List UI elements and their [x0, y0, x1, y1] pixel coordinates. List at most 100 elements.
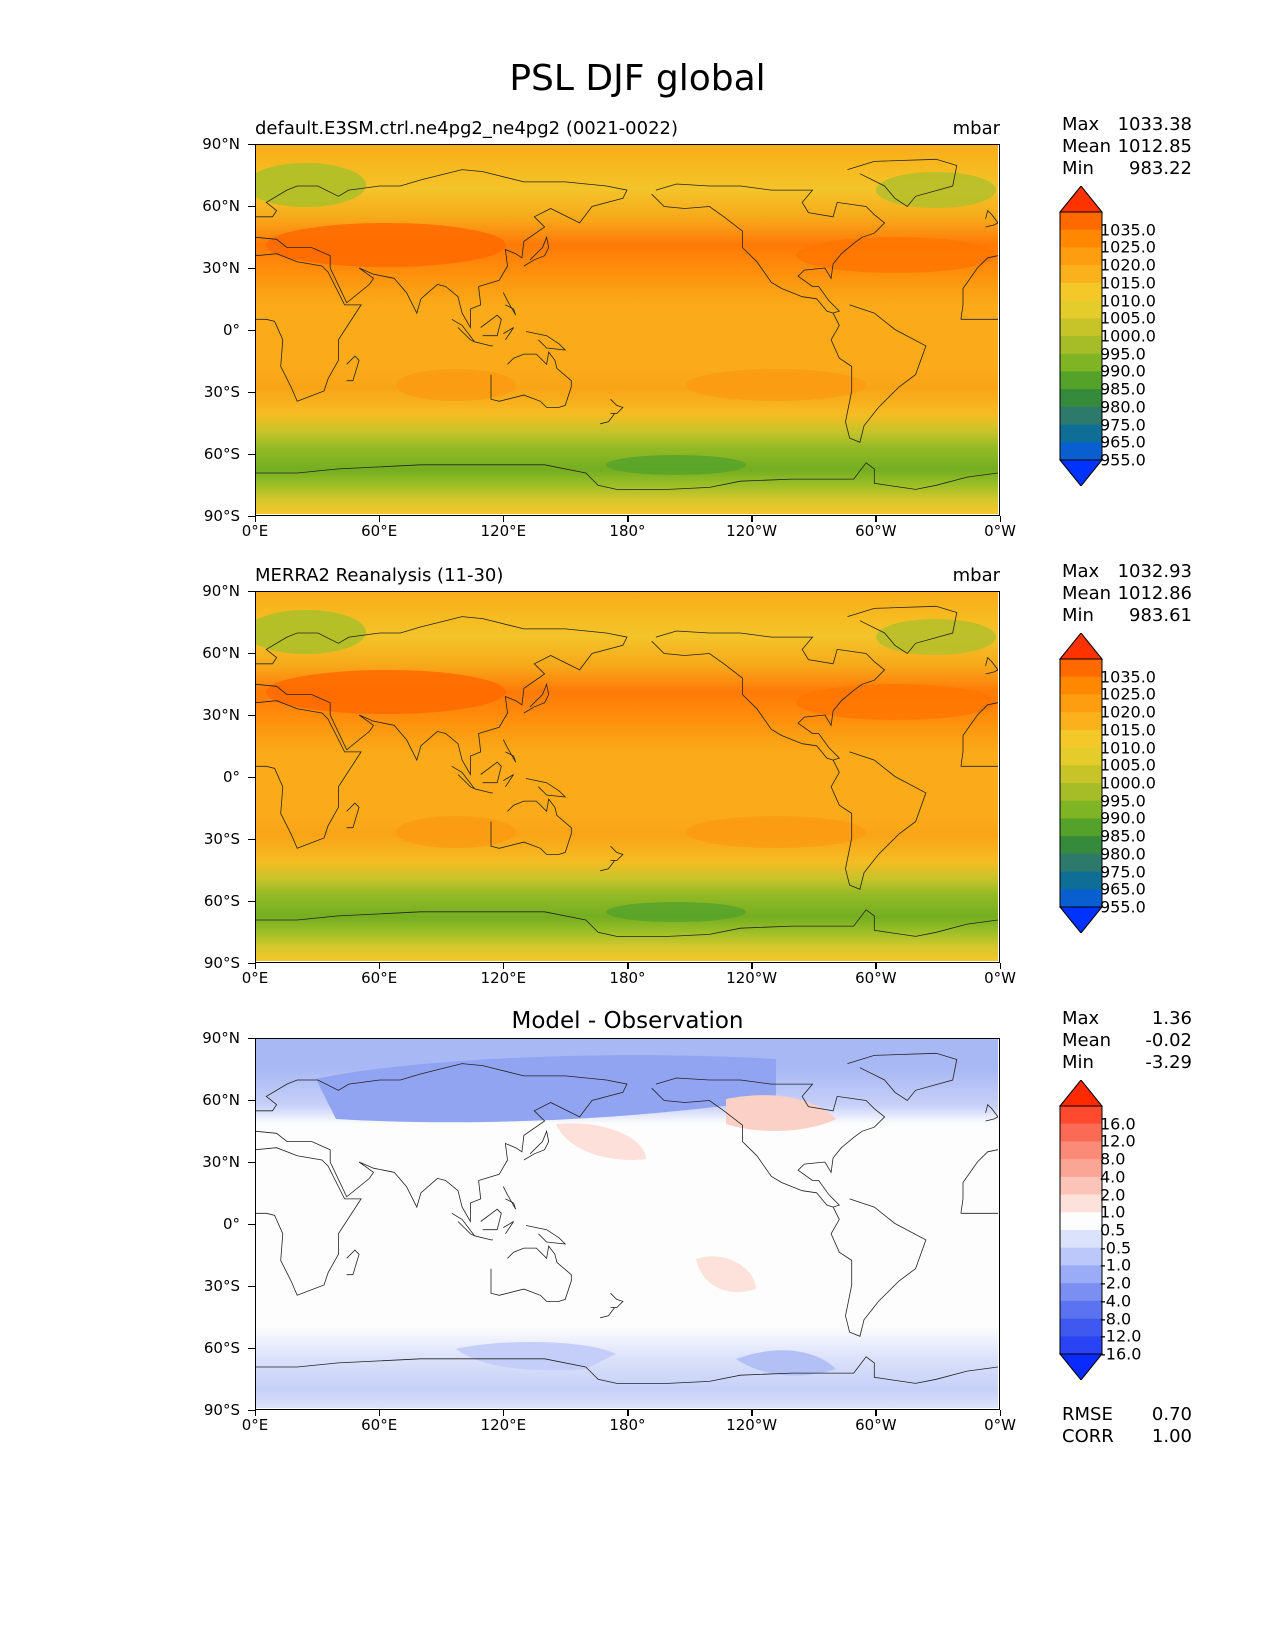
- colorbar-tick-label: 980.0: [1100, 397, 1146, 417]
- stat-value: 1032.93: [1117, 561, 1192, 582]
- colorbar-tick-label: 0.5: [1100, 1220, 1126, 1240]
- lat-tick-label: 60°S: [203, 445, 240, 463]
- stat-row: Mean 1012.86: [1062, 583, 1192, 605]
- colorbar-segment: [1060, 659, 1102, 678]
- map-field: [256, 145, 998, 514]
- lat-tick-label: 90°N: [202, 135, 240, 153]
- lon-tick-label: 0°W: [984, 1416, 1016, 1434]
- lat-tick: [248, 329, 255, 331]
- lat-tick-label: 60°S: [203, 1339, 240, 1357]
- colorbar-tick-label: -8.0: [1100, 1309, 1132, 1329]
- lon-tick-label: 60°W: [855, 969, 897, 987]
- colorbar-segment: [1060, 442, 1102, 461]
- lat-tick-label: 90°S: [203, 1401, 240, 1419]
- colorbar-tick-label: 1000.0: [1100, 773, 1156, 793]
- high-pressure-region: [796, 684, 996, 720]
- colorbar-segment: [1060, 424, 1102, 443]
- colorbar-segment: [1060, 1159, 1102, 1178]
- metric-value: 0.70: [1151, 1404, 1192, 1425]
- lon-tick-label: 60°W: [855, 1416, 897, 1434]
- colorbar-segment: [1060, 371, 1102, 390]
- lat-tick: [248, 714, 255, 716]
- colorbar-tick-label: 990.0: [1100, 808, 1146, 828]
- colorbar-tick-label: 1035.0: [1100, 220, 1156, 240]
- coastline: [960, 1149, 998, 1214]
- colorbar-tick-label: -2.0: [1100, 1273, 1132, 1293]
- coastline: [503, 1221, 514, 1235]
- colorbar-segment: [1060, 389, 1102, 408]
- coastline: [480, 761, 502, 784]
- colorbar-tick-label: 12.0: [1100, 1131, 1136, 1151]
- coastline: [451, 318, 475, 343]
- colorbar-tick-label: -12.0: [1100, 1326, 1142, 1346]
- coastline: [523, 682, 550, 714]
- colorbar-outline: [1059, 211, 1103, 461]
- coastline: [502, 1186, 517, 1210]
- negative-anomaly-region: [736, 1350, 836, 1376]
- coastline: [600, 1307, 616, 1319]
- stats-block: Max 1.36 Mean -0.02 Min -3.29: [1062, 1008, 1192, 1074]
- coastline: [256, 462, 998, 490]
- colorbar-tick-label: 1020.0: [1100, 702, 1156, 722]
- lon-tick: [875, 1410, 877, 1416]
- colorbar-top-extend: [1058, 186, 1104, 213]
- colorbar-tick-label: 1025.0: [1100, 237, 1156, 257]
- colorbar-segment: [1060, 1194, 1102, 1213]
- coastline: [474, 788, 493, 794]
- stat-value: -3.29: [1145, 1052, 1192, 1073]
- lon-tick-label: 120°E: [480, 522, 527, 540]
- lon-tick-label: 120°W: [726, 969, 778, 987]
- units-label: mbar: [952, 118, 1000, 139]
- colorbar-bottom-extend: [1058, 1353, 1104, 1380]
- stat-value: 1012.85: [1117, 136, 1192, 157]
- stat-value: -0.02: [1145, 1030, 1192, 1051]
- lon-tick: [999, 963, 1001, 969]
- coastline: [451, 765, 475, 790]
- colorbar-tick-label: 985.0: [1100, 379, 1146, 399]
- coastline: [256, 909, 998, 937]
- lon-tick-label: 0°E: [241, 1416, 269, 1434]
- metric-key: CORR: [1062, 1426, 1114, 1447]
- lat-tick: [248, 1223, 255, 1225]
- stat-key: Max: [1062, 1008, 1100, 1029]
- panel-obs: MERRA2 Reanalysis (11-30) mbar 90°N 60°N 30°…: [0, 561, 1275, 1005]
- metrics-block: RMSE 0.70 CORR 1.00: [1062, 1404, 1192, 1448]
- coastline: [651, 630, 886, 761]
- lon-tick: [254, 963, 256, 969]
- lat-tick-label: 60°N: [202, 644, 240, 662]
- colorbar-segment: [1060, 836, 1102, 855]
- lat-tick-label: 60°N: [202, 1091, 240, 1109]
- panel-diff: Model - Observation 90°N 60°N 30°N 0° 30°S 60°…: [0, 1008, 1275, 1452]
- lon-tick: [875, 516, 877, 522]
- lat-tick-label: 30°S: [203, 1277, 240, 1295]
- coastline: [847, 605, 958, 655]
- lon-tick: [751, 1410, 753, 1416]
- colorbar-tick-label: 985.0: [1100, 826, 1146, 846]
- map-field: [256, 592, 998, 961]
- stat-row: Max 1033.38: [1062, 114, 1192, 136]
- stat-key: Max: [1062, 561, 1100, 582]
- coastline: [600, 413, 616, 425]
- colorbar-segment: [1060, 800, 1102, 819]
- stat-value: 983.61: [1129, 605, 1192, 626]
- high-pressure-region: [396, 816, 516, 848]
- positive-anomaly-region: [726, 1095, 836, 1131]
- coastline: [610, 1292, 624, 1309]
- colorbar-segment: [1060, 765, 1102, 784]
- lat-tick-label: 30°N: [202, 1153, 240, 1171]
- colorbar-segment: [1060, 353, 1102, 372]
- stat-row: Max 1032.93: [1062, 561, 1192, 583]
- stat-key: Mean: [1062, 1030, 1112, 1051]
- stat-value: 1033.38: [1117, 114, 1192, 135]
- colorbar-tick-label: 8.0: [1100, 1149, 1126, 1169]
- stat-row: Mean 1012.85: [1062, 136, 1192, 158]
- stat-value: 983.22: [1129, 158, 1192, 179]
- coastline: [256, 1063, 628, 1223]
- colorbar-segment: [1060, 1176, 1102, 1195]
- coastline: [256, 169, 628, 329]
- panel-model: default.E3SM.ctrl.ne4pg2_ne4pg2 (0021-00…: [0, 114, 1275, 558]
- colorbar-segment: [1060, 783, 1102, 802]
- lon-tick-label: 0°W: [984, 522, 1016, 540]
- colorbar-tick-label: 975.0: [1100, 862, 1146, 882]
- colorbar-outline: [1059, 1105, 1103, 1355]
